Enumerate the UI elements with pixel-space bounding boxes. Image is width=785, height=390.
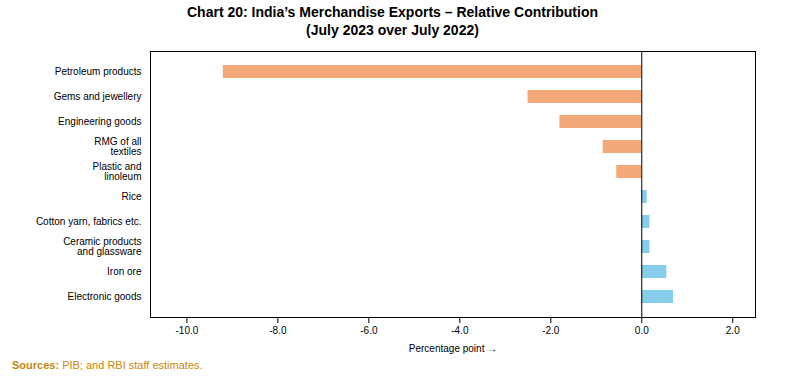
svg-text:-8.0: -8.0 — [269, 325, 287, 336]
svg-text:-10.0: -10.0 — [175, 325, 198, 336]
svg-text:-2.0: -2.0 — [542, 325, 560, 336]
svg-text:-4.0: -4.0 — [451, 325, 469, 336]
svg-text:Electronic goods: Electronic goods — [68, 291, 142, 302]
svg-text:0.0: 0.0 — [635, 325, 649, 336]
svg-text:Ceramic productsand glassware: Ceramic productsand glassware — [63, 236, 142, 257]
svg-text:Plastic andlinoleum: Plastic andlinoleum — [93, 161, 142, 182]
svg-text:2.0: 2.0 — [726, 325, 740, 336]
svg-text:-6.0: -6.0 — [360, 325, 378, 336]
svg-text:RMG of alltextiles: RMG of alltextiles — [94, 136, 141, 157]
svg-text:Petroleum products: Petroleum products — [55, 66, 142, 77]
svg-text:Rice: Rice — [121, 191, 141, 202]
svg-text:Cotton yarn, fabrics etc.: Cotton yarn, fabrics etc. — [36, 216, 142, 227]
svg-text:Gems and jewellery: Gems and jewellery — [54, 91, 142, 102]
svg-text:Engineering goods: Engineering goods — [58, 116, 141, 127]
html-text:Chart 20: India’s Merchandise: Chart 20: India’s Merchandise Exports – … — [187, 4, 598, 38]
svg-text:Iron ore: Iron ore — [107, 266, 142, 277]
html-text:Sources: PIB; and RBI staff es: Sources: PIB; and RBI staff estimates. — [12, 359, 203, 371]
svg-text:Percentage point →: Percentage point → — [409, 343, 497, 354]
